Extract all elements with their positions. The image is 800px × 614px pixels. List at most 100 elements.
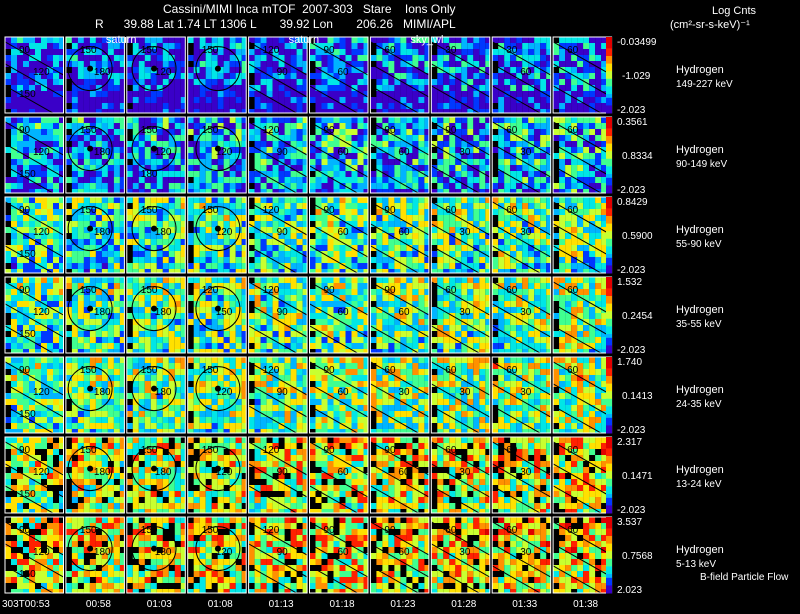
heat-cell xyxy=(217,269,224,273)
heat-cell xyxy=(95,325,102,331)
heat-cell xyxy=(357,251,364,257)
heat-cell xyxy=(461,189,468,193)
heat-cell xyxy=(241,203,247,209)
heat-cell xyxy=(29,209,35,215)
heat-cell xyxy=(418,67,425,73)
heat-cell xyxy=(357,85,364,91)
heat-cell xyxy=(510,221,517,227)
heat-cell xyxy=(59,301,64,307)
heat-cell xyxy=(180,159,186,165)
heat-cell xyxy=(168,135,175,141)
heat-cell xyxy=(254,251,261,257)
heat-cell xyxy=(229,227,236,233)
heat-cell xyxy=(223,165,230,171)
heat-cell xyxy=(437,221,444,227)
heat-cell xyxy=(132,215,139,221)
heat-cell xyxy=(321,183,328,189)
heat-cell xyxy=(510,215,517,221)
heat-cell xyxy=(119,177,125,183)
heat-cell xyxy=(357,97,364,103)
heat-cell xyxy=(351,221,358,227)
heat-cell xyxy=(528,97,535,103)
heat-cell xyxy=(193,171,200,177)
heat-cell xyxy=(77,147,84,153)
heat-cell xyxy=(180,117,186,123)
heat-cell xyxy=(211,153,218,159)
heat-cell xyxy=(455,197,462,203)
heat-cell xyxy=(290,97,297,103)
heat-cell xyxy=(412,177,419,183)
heat-cell xyxy=(41,123,47,129)
heat-cell xyxy=(443,215,450,221)
heat-cell xyxy=(400,183,407,189)
heat-cell xyxy=(424,43,429,49)
heat-cell xyxy=(174,245,181,251)
heat-cell xyxy=(150,55,157,61)
heat-cell xyxy=(187,129,194,135)
heat-cell xyxy=(583,171,590,177)
heat-cell xyxy=(498,165,505,171)
heat-cell xyxy=(351,117,358,123)
heat-cell xyxy=(95,307,102,313)
heat-cell xyxy=(443,129,450,135)
heat-cell xyxy=(467,269,474,273)
heat-cell xyxy=(571,257,578,263)
heat-cell xyxy=(266,67,273,73)
heat-cell xyxy=(83,159,90,165)
heat-cell xyxy=(394,159,401,165)
heat-cell xyxy=(510,141,517,147)
heat-cell xyxy=(229,251,236,257)
heat-cell xyxy=(473,221,480,227)
heat-cell xyxy=(156,307,163,313)
heat-cell xyxy=(71,165,78,171)
heat-cell xyxy=(583,221,590,227)
heat-cell xyxy=(528,189,535,193)
heat-cell xyxy=(479,269,486,273)
heat-cell xyxy=(345,197,352,203)
heat-cell xyxy=(479,209,486,215)
heat-cell xyxy=(119,313,125,319)
heat-cell xyxy=(613,61,619,67)
heat-cell xyxy=(53,109,59,113)
heat-cell xyxy=(266,135,273,141)
heat-cell xyxy=(101,153,108,159)
heat-cell xyxy=(162,239,169,245)
heat-cell xyxy=(455,203,462,209)
heat-cell xyxy=(424,209,429,215)
heat-cell xyxy=(150,215,157,221)
heat-cell xyxy=(553,269,560,273)
heat-cell xyxy=(217,245,224,251)
heat-cell xyxy=(583,263,590,269)
heat-cell xyxy=(254,49,261,55)
heat-cell xyxy=(522,37,529,43)
heat-cell xyxy=(217,55,224,61)
heat-cell xyxy=(290,43,297,49)
heat-cell xyxy=(217,203,224,209)
heat-cell xyxy=(260,67,267,73)
heat-cell xyxy=(290,171,297,177)
heat-cell xyxy=(59,97,64,103)
heat-cell xyxy=(522,61,529,67)
heat-cell xyxy=(101,43,108,49)
heat-cell xyxy=(156,203,163,209)
heat-cell xyxy=(394,61,401,67)
heat-cell xyxy=(528,227,535,233)
heat-cell xyxy=(101,313,108,319)
heat-cell xyxy=(321,209,328,215)
heat-cell xyxy=(382,177,389,183)
contour-label: 120 xyxy=(33,307,50,318)
heat-cell xyxy=(89,189,96,193)
heat-cell xyxy=(53,245,59,251)
heat-cell xyxy=(211,197,218,203)
heat-cell xyxy=(516,109,523,113)
heat-cell xyxy=(528,251,535,257)
heat-cell xyxy=(516,55,523,61)
heat-cell xyxy=(321,159,328,165)
heat-cell xyxy=(394,171,401,177)
heat-cell xyxy=(248,209,255,215)
heat-cell xyxy=(272,73,279,79)
heat-cell xyxy=(77,245,84,251)
heat-cell xyxy=(492,227,499,233)
